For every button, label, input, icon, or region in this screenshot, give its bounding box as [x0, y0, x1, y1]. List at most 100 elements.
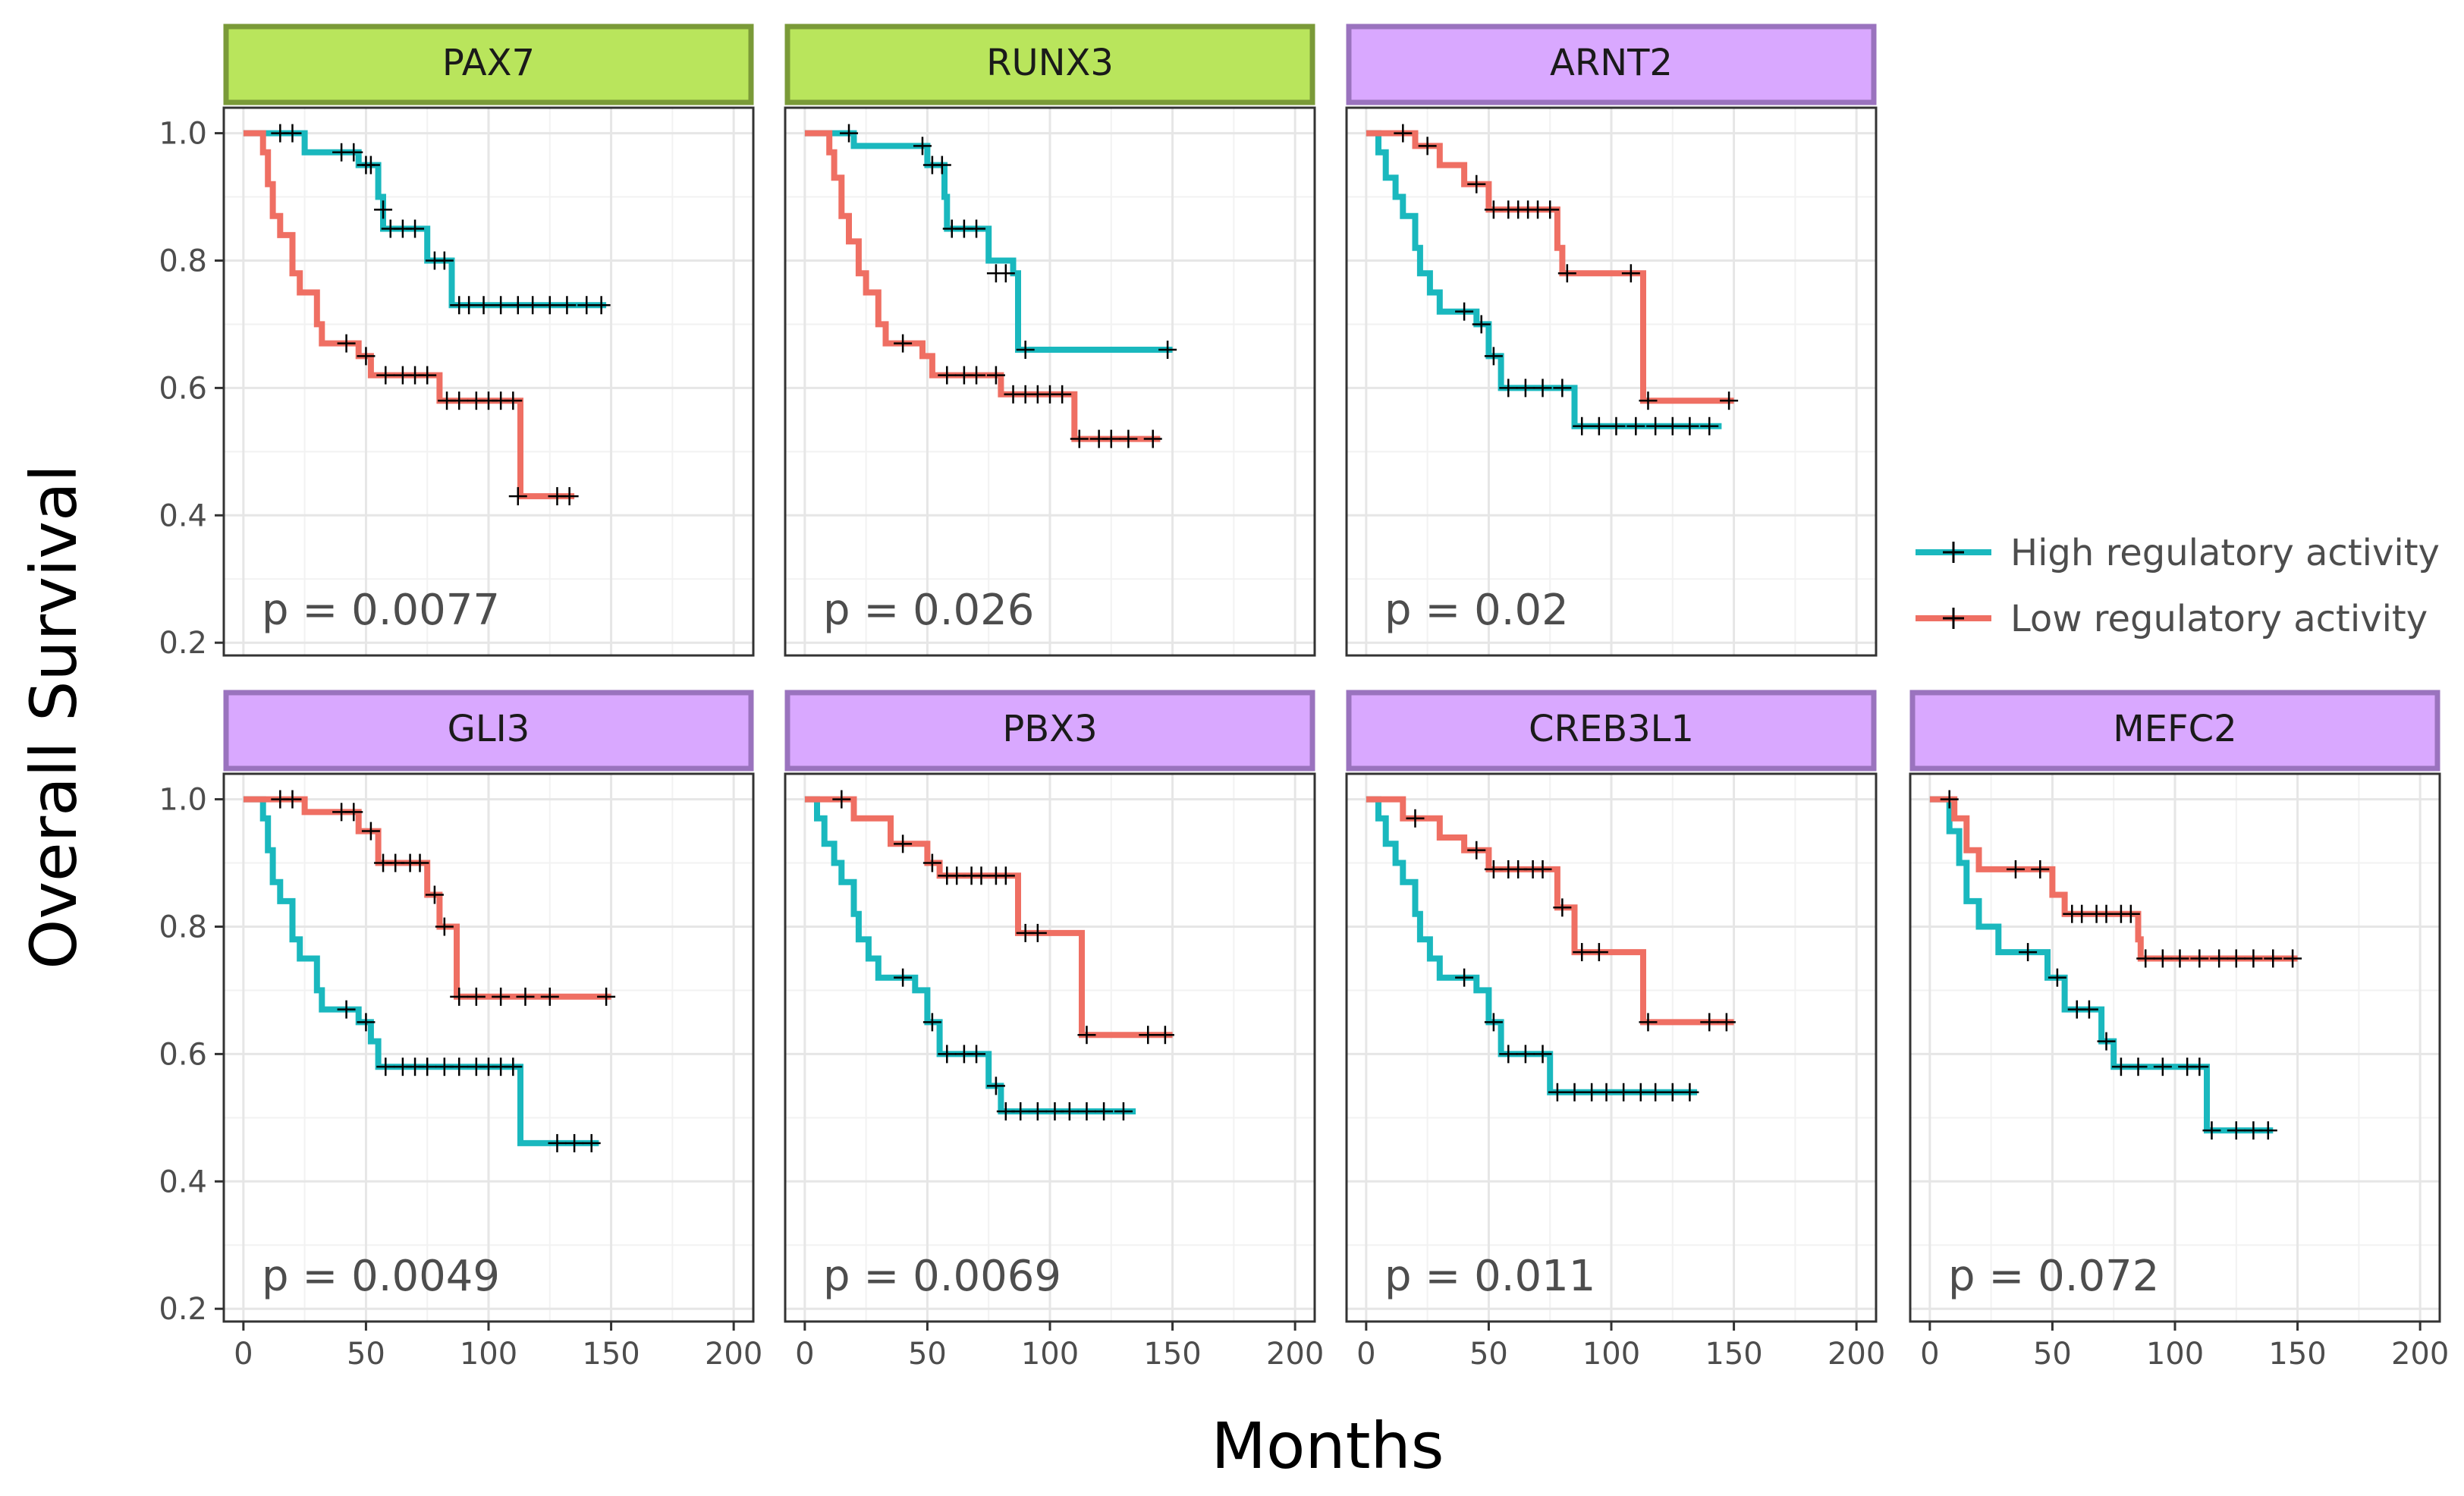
y-tick-label: 0.2: [159, 626, 207, 661]
censor-mark: [1533, 379, 1552, 398]
censor-mark: [1663, 416, 1682, 435]
censor-mark: [337, 334, 356, 353]
censor-mark: [938, 1045, 957, 1064]
censor-mark: [523, 296, 542, 315]
censor-mark: [516, 987, 535, 1006]
censor-mark: [406, 219, 425, 238]
censor-mark: [1589, 943, 1608, 962]
censor-mark: [504, 1058, 523, 1076]
strip-pbx3: [784, 690, 1315, 772]
curve-low-activity: [1929, 796, 2298, 962]
x-tick-label: 150: [1143, 1337, 1201, 1372]
y-tick-label: 0.6: [159, 1037, 207, 1072]
p-value-label: p = 0.026: [823, 586, 1034, 635]
x-tick-label: 50: [347, 1337, 385, 1372]
censor-mark: [283, 124, 302, 143]
censor-mark: [2283, 949, 2302, 968]
censor-mark: [2210, 949, 2229, 968]
censor-mark: [1095, 1102, 1114, 1120]
p-value-label: p = 0.02: [1384, 586, 1569, 635]
censor-mark: [1158, 341, 1177, 360]
strip-pax7: [223, 24, 754, 105]
censor-mark: [508, 487, 527, 506]
y-tick-label: 1.0: [159, 783, 207, 818]
plot-border: [784, 106, 1316, 657]
censor-mark: [2136, 949, 2155, 968]
censor-mark: [565, 1133, 584, 1152]
censor-mark: [840, 124, 859, 143]
x-tick-label: 150: [2268, 1337, 2326, 1372]
censor-mark: [2111, 1058, 2130, 1076]
censor-mark: [1011, 1102, 1030, 1120]
x-tick-label: 100: [1021, 1337, 1079, 1372]
strip-label: ARNT2: [1550, 42, 1673, 84]
censor-mark: [435, 251, 454, 270]
censor-mark: [1499, 1045, 1518, 1064]
censor-mark: [376, 366, 395, 385]
censor-mark: [1028, 923, 1047, 942]
strip-creb3l1: [1346, 690, 1877, 772]
censor-mark: [1680, 1083, 1699, 1102]
strip-arnt2: [1346, 24, 1877, 105]
censor-mark: [1455, 968, 1474, 987]
censor-mark: [1533, 1045, 1552, 1064]
censor-mark: [967, 1045, 986, 1064]
censor-mark: [2079, 1000, 2098, 1019]
censor-mark: [376, 1058, 395, 1076]
panel-creb3l1: CREB3L1 p = 0.011 0 50 100 150 200: [1345, 690, 1885, 1372]
censor-mark: [894, 968, 913, 987]
x-tick-label: 50: [2033, 1337, 2072, 1372]
censor-mark: [492, 296, 511, 315]
censor-mark: [1394, 124, 1413, 143]
censor-mark: [2153, 1058, 2172, 1076]
censor-mark: [560, 487, 579, 506]
censor-mark: [1680, 416, 1699, 435]
censor-mark: [1472, 315, 1491, 334]
censor-mark: [1016, 341, 1035, 360]
y-tick-label: 0.2: [159, 1292, 207, 1327]
censor-mark: [1455, 302, 1474, 321]
x-tick-label: 200: [705, 1337, 762, 1372]
censor-mark: [418, 366, 437, 385]
censor-mark: [922, 853, 941, 872]
censor-mark: [2190, 949, 2209, 968]
censor-mark: [1516, 1045, 1535, 1064]
censor-mark: [1626, 416, 1645, 435]
censor-mark: [361, 156, 380, 174]
censor-mark: [1717, 1013, 1736, 1032]
censor-mark: [450, 1058, 469, 1076]
censor-mark: [1119, 429, 1138, 448]
censor-mark: [450, 391, 469, 410]
censor-mark: [2006, 860, 2025, 878]
censor-mark: [1143, 429, 1162, 448]
censor-mark: [2121, 904, 2140, 923]
x-tick-label: 150: [582, 1337, 640, 1372]
censor-mark: [1499, 379, 1518, 398]
panel-pax7: PAX7 p = 0.0077 0.2 0.4 0.6 0.8 1.0: [159, 24, 755, 661]
panel-gli3: GLI3 p = 0.0049 0.2 0.4 0.6 0.8 1.0 0 50 100 150 20…: [159, 690, 762, 1372]
censor-mark: [1484, 347, 1503, 366]
censor-mark: [582, 1133, 601, 1152]
censor-mark: [2227, 949, 2246, 968]
curve-low-activity: [804, 130, 1161, 442]
censor-mark: [2048, 968, 2066, 987]
x-tick-label: 200: [1266, 1337, 1324, 1372]
censor-mark: [283, 790, 302, 809]
censor-mark: [1467, 841, 1486, 860]
x-tick-label: 0: [1356, 1337, 1375, 1372]
censor-mark: [1646, 1083, 1665, 1102]
strip-label: CREB3L1: [1529, 708, 1694, 750]
y-tick-label: 0.6: [159, 371, 207, 406]
legend-label-low: Low regulatory activity: [2010, 598, 2428, 640]
censor-mark: [1573, 416, 1592, 435]
censor-mark: [435, 917, 454, 936]
strip-mefc2: [1909, 690, 2440, 772]
x-tick-label: 100: [2146, 1337, 2204, 1372]
x-tick-label: 200: [2391, 1337, 2449, 1372]
x-tick-label: 0: [795, 1337, 814, 1372]
strip-label: PAX7: [442, 42, 535, 84]
censor-mark: [1028, 1102, 1047, 1120]
y-tick-label: 0.8: [159, 244, 207, 278]
censor-mark: [450, 987, 469, 1006]
censor-mark: [2097, 1032, 2116, 1051]
